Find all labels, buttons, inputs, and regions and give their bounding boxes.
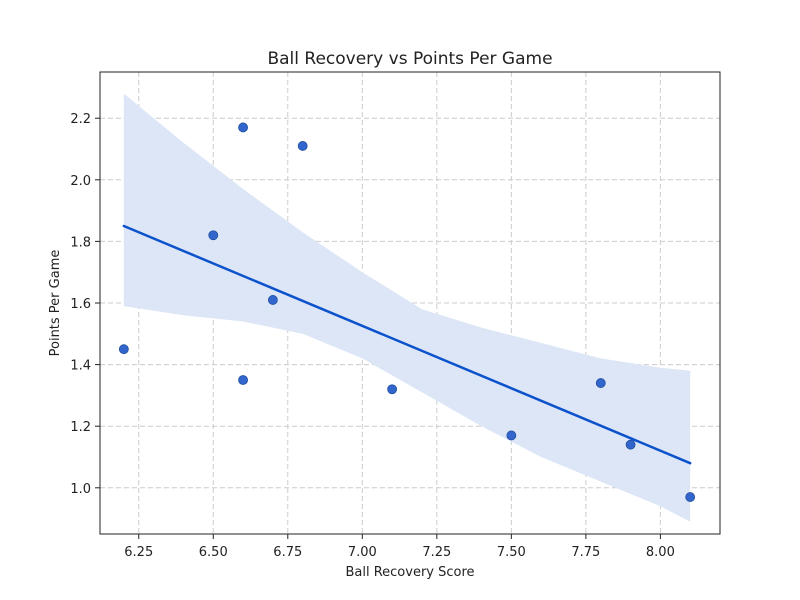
data-point [297,141,308,151]
x-axis-label: Ball Recovery Score [345,565,474,580]
data-point [238,122,248,133]
x-tick-label: 6.25 [124,545,153,560]
confidence-band-layer [123,93,691,522]
y-tick-label: 1.8 [70,235,91,250]
axis-ticks: 6.25 6.50 6.75 7.00 7.25 7.50 7.75 8.00 1.0 1.2 1.… [70,112,675,560]
y-axis-label: Points Per Game [48,250,63,357]
y-tick-label: 2.0 [70,174,91,189]
y-tick-label: 1.0 [70,482,91,497]
y-tick-label: 1.2 [70,420,91,435]
regression-line-layer [122,224,692,465]
data-point [267,295,278,305]
y-tick-label: 1.4 [70,359,91,374]
chart-title: Ball Recovery vs Points Per Game [267,49,552,69]
data-points [118,122,696,502]
x-tick-label: 7.25 [422,545,451,560]
x-tick-label: 7.75 [571,545,600,560]
regression-line [122,224,692,465]
data-point [118,344,129,355]
data-point [387,384,398,395]
x-tick-label: 6.50 [199,545,228,560]
y-tick-label: 2.2 [70,112,91,127]
x-tick-label: 6.75 [273,545,302,560]
x-tick-label: 7.00 [348,545,377,560]
data-point [685,492,696,502]
x-tick-label: 7.50 [497,545,526,560]
y-tick-label: 1.6 [70,297,91,312]
data-point [625,439,636,450]
data-point [208,230,219,241]
data-point [506,430,517,441]
data-point [238,375,248,385]
x-tick-label: 8.00 [646,545,675,560]
data-point [595,378,606,388]
confidence-band [123,93,691,522]
